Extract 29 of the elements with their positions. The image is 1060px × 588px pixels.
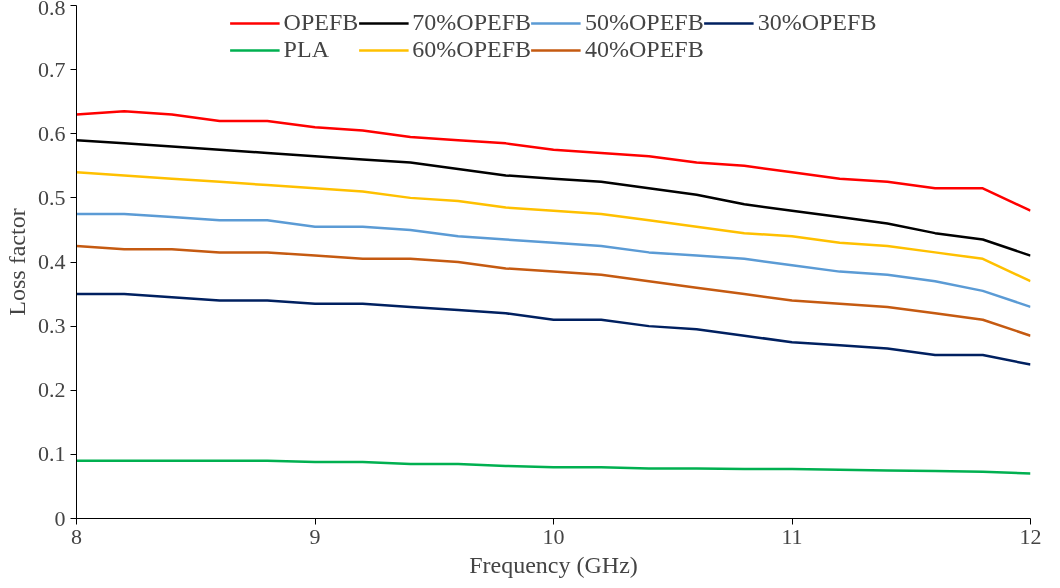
line-series [76, 170, 1031, 283]
y-tick-label: 0.3 [38, 313, 66, 339]
x-axis-title: Frequency (GHz) [469, 551, 638, 578]
y-tick-label: 0.2 [38, 377, 66, 403]
legend-label: OPEFB [283, 9, 359, 36]
legend-label: 70%OPEFB [412, 9, 532, 36]
y-tick-label: 0.6 [38, 120, 66, 146]
x-tick-label: 9 [309, 523, 321, 549]
x-tick-label: 8 [71, 523, 82, 549]
line-series [76, 292, 1031, 366]
x-tick-label: 10 [542, 523, 565, 549]
y-tick-label: 0.8 [38, 0, 66, 20]
line-series [76, 244, 1031, 337]
legend-label: 60%OPEFB [412, 36, 532, 63]
legend-label: 50%OPEFB [585, 9, 704, 36]
legend-label: PLA [283, 36, 329, 63]
legend-label: 30%OPEFB [757, 9, 877, 36]
line-series [76, 110, 1031, 212]
x-tick-label: 11 [781, 523, 803, 549]
x-tick-label: 12 [1019, 523, 1042, 549]
y-tick-label: 0.5 [38, 184, 66, 210]
line-series [76, 212, 1031, 309]
y-axis-title: Loss factor [4, 208, 30, 316]
y-tick-label: 0 [54, 505, 66, 531]
y-tick-label: 0.4 [38, 249, 66, 274]
y-tick-label: 0.1 [38, 441, 66, 467]
legend-label: 40%OPEFB [585, 36, 704, 63]
y-tick-label: 0.7 [38, 56, 66, 82]
line-series [76, 459, 1031, 475]
